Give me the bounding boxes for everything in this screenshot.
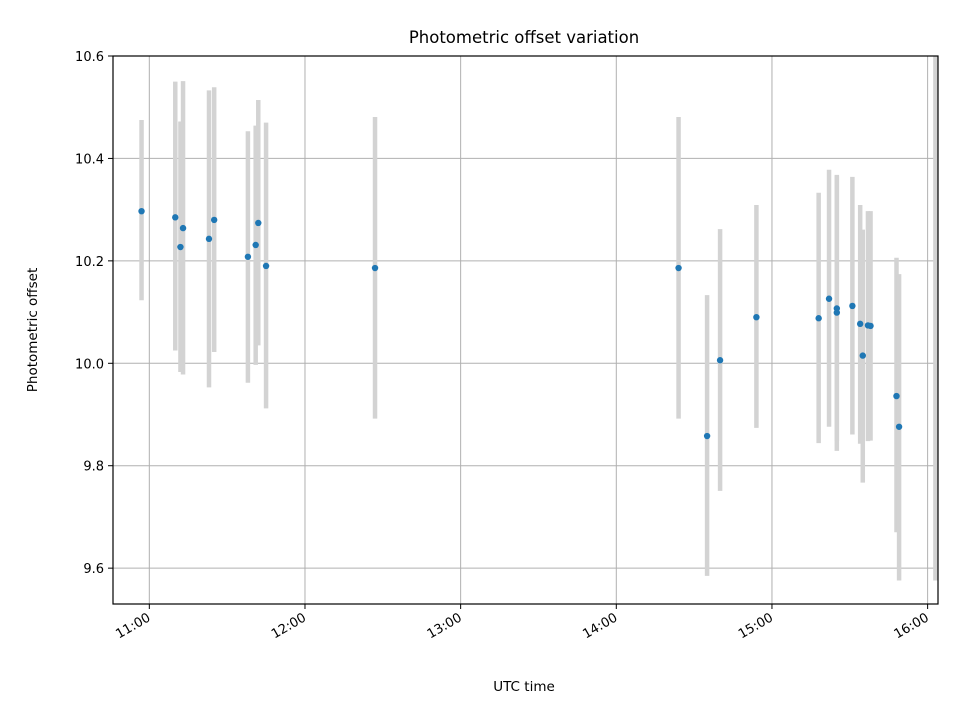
data-point (205, 235, 213, 243)
x-axis-label: UTC time (493, 679, 555, 695)
data-point (371, 264, 379, 272)
data-point (255, 219, 262, 227)
data-point (262, 262, 270, 270)
data-point (859, 352, 866, 359)
data-point (833, 305, 841, 312)
data-point (716, 357, 724, 364)
y-axis-label: Photometric offset (25, 268, 41, 392)
data-point (856, 320, 864, 328)
x-tick-label: 14:00 (580, 610, 620, 642)
data-point (179, 224, 187, 232)
x-tick-label: 15:00 (736, 610, 776, 642)
x-tick-label: 12:00 (269, 610, 309, 642)
data-point (703, 432, 711, 440)
data-point (867, 322, 874, 330)
x-tick-label: 11:00 (113, 610, 153, 642)
data-point (849, 302, 856, 310)
data-points (138, 207, 903, 440)
data-point (172, 214, 179, 221)
data-point (893, 392, 900, 400)
x-axis-ticks: 11:00 12:00 13:00 14:00 15:00 16:00 (113, 604, 932, 642)
y-axis-ticks: 9.6 9.8 10.0 10.2 10.4 10.6 (75, 50, 113, 577)
x-tick-label: 16:00 (892, 610, 932, 642)
grid-lines (113, 55, 938, 604)
data-point (675, 264, 682, 272)
data-point (895, 423, 903, 430)
y-tick-label: 10.4 (75, 152, 104, 167)
data-point (244, 253, 252, 260)
chart-title: Photometric offset variation (409, 28, 639, 47)
plot-frame (112, 55, 939, 605)
data-point (753, 313, 760, 321)
data-point (210, 216, 218, 224)
y-tick-label: 10.2 (75, 255, 104, 270)
data-point (825, 295, 833, 302)
data-point (252, 241, 259, 249)
y-tick-label: 10.6 (75, 50, 104, 65)
y-tick-label: 10.0 (75, 357, 104, 372)
data-point (177, 243, 184, 251)
y-tick-label: 9.8 (83, 460, 104, 475)
data-point (138, 207, 145, 215)
data-point (815, 315, 822, 322)
x-tick-label: 13:00 (425, 610, 465, 642)
y-tick-label: 9.6 (83, 562, 104, 577)
